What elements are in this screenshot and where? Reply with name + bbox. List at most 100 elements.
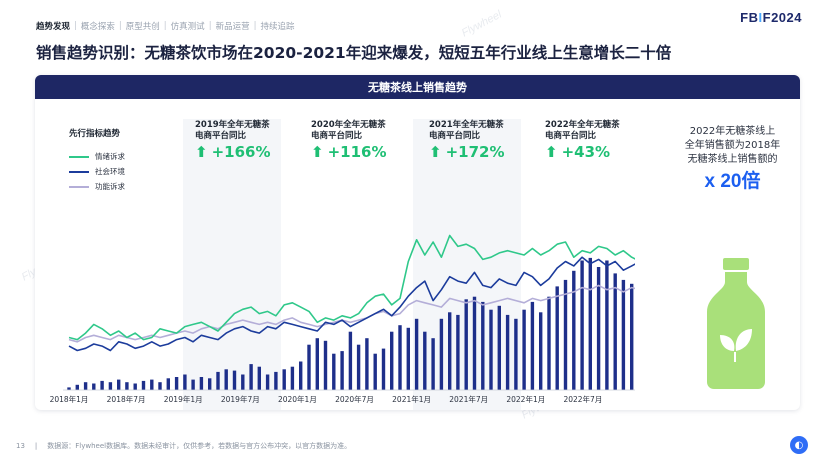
sales-bar xyxy=(348,331,353,390)
stat-growth: ⬆ +116% xyxy=(311,145,387,160)
stat-growth: ⬆ +43% xyxy=(545,143,620,161)
sales-bar xyxy=(555,286,559,390)
sales-bar xyxy=(299,361,303,390)
tea-bottle-icon xyxy=(707,258,765,389)
sales-bar xyxy=(489,309,493,390)
sales-bar xyxy=(224,369,228,390)
breadcrumb-item[interactable]: 仿真测试 xyxy=(170,22,205,32)
sales-bar xyxy=(596,267,601,390)
stat-label: 2022年全年无糖茶 xyxy=(545,120,620,130)
sales-bar xyxy=(282,369,286,390)
corner-brand-icon: ◐ xyxy=(790,436,808,454)
x-tick-label: 2021年7月 xyxy=(449,394,488,404)
sales-bar xyxy=(92,383,96,390)
sales-bar xyxy=(547,296,551,390)
sales-bar xyxy=(621,279,626,390)
sales-bar xyxy=(141,380,146,390)
sales-bar xyxy=(191,379,195,390)
sales-bar xyxy=(472,296,477,390)
sales-bar xyxy=(249,364,253,390)
sales-bar xyxy=(572,270,576,390)
legend-swatch xyxy=(69,155,89,158)
breadcrumb-item[interactable]: 新品运营 xyxy=(215,22,250,32)
sales-bar xyxy=(630,283,634,390)
logo-part: I xyxy=(758,10,763,25)
sales-bar xyxy=(257,366,261,390)
x-tick-label: 2020年1月 xyxy=(278,394,317,404)
breadcrumb-item[interactable]: 持续追踪 xyxy=(260,22,295,32)
up-arrow-icon: ⬆ xyxy=(429,143,442,161)
sales-bar xyxy=(307,344,311,390)
sales-bar xyxy=(265,374,270,390)
summary-multiplier: x 20倍 xyxy=(704,171,761,192)
summary-line: 2022年无糖茶线上 xyxy=(689,126,776,137)
sales-bar xyxy=(232,370,237,390)
yoy-stat-2021: 2021年全年无糖茶 电商平台同比 ⬆ +172% xyxy=(429,120,505,161)
sales-bar xyxy=(100,380,104,390)
x-tick-label: 2021年1月 xyxy=(392,394,431,404)
sales-bar xyxy=(117,379,121,390)
panel-header: 无糖茶线上销售趋势 xyxy=(35,75,800,99)
brand-logo: FBIF2024 xyxy=(740,10,802,25)
breadcrumb-item[interactable]: 趋势发现 xyxy=(36,22,71,32)
sales-bar xyxy=(373,353,377,390)
x-tick-label: 2020年7月 xyxy=(335,394,374,404)
sales-bar xyxy=(398,325,402,390)
legend-label: 情绪诉求 xyxy=(95,152,125,161)
breadcrumb: 趋势发现 | 概念探索 | 原型共创 | 仿真测试 | 新品运营 | 持续追踪 xyxy=(36,21,295,32)
x-tick-label: 2018年7月 xyxy=(107,394,146,404)
page-title: 销售趋势识别：无糖茶饮市场在2020-2021年迎来爆发，短短五年行业线上生意增… xyxy=(36,44,672,62)
stat-growth: ⬆ +172% xyxy=(429,143,505,161)
sales-bar xyxy=(497,305,501,390)
sales-bar xyxy=(315,338,319,390)
sales-bar xyxy=(456,314,460,390)
legend-label: 功能诉求 xyxy=(95,182,125,191)
sales-bar xyxy=(166,378,170,390)
growth-summary: 2022年无糖茶线上 全年销售额为2018年 无糖茶线上销售额的 x 20倍 xyxy=(675,125,790,192)
sales-bar xyxy=(356,344,361,390)
legend-item: 情绪诉求 xyxy=(69,151,125,162)
divider: | xyxy=(34,442,38,450)
sales-bar xyxy=(183,374,187,390)
chart-panel: 无糖茶线上销售趋势 2018年1月 2018年7月 2019年1月 2019年7月 20… xyxy=(35,75,800,410)
sales-bar xyxy=(323,340,328,390)
sales-bar xyxy=(431,338,435,390)
sales-bar xyxy=(150,379,154,390)
summary-line: 全年销售额为2018年 xyxy=(684,140,781,151)
legend-item: 社会环境 xyxy=(69,166,125,177)
sales-bar xyxy=(539,312,543,390)
sales-bar xyxy=(522,309,526,390)
stat-label: 2019年全年无糖茶 xyxy=(195,120,270,130)
stat-growth-value: +172% xyxy=(445,143,505,161)
breadcrumb-item[interactable]: 原型共创 xyxy=(125,22,160,32)
yoy-stat-2019: 2019年全年无糖茶 电商平台同比 ⬆ +166% xyxy=(195,120,271,160)
sales-bar xyxy=(414,318,419,390)
sales-bar xyxy=(580,260,584,390)
stat-label: 2021年全年无糖茶 xyxy=(429,120,504,130)
legend-swatch xyxy=(69,185,89,188)
period-shade xyxy=(183,119,281,410)
sales-bar xyxy=(75,384,79,390)
sales-bar xyxy=(174,377,179,390)
breadcrumb-item[interactable]: 概念探索 xyxy=(80,22,115,32)
legend-item: 功能诉求 xyxy=(69,181,125,192)
sales-bar xyxy=(125,382,129,390)
up-arrow-icon: ⬆ xyxy=(545,143,558,161)
sales-bar xyxy=(505,314,510,390)
sales-bar xyxy=(423,331,427,390)
footer: 13 | 数据源：Flywheel数据库。数据未经审计，仅供参考，若数据与官方公… xyxy=(16,441,351,451)
logo-part: F2024 xyxy=(762,10,802,25)
yoy-stat-2020: 2020年全年无糖茶 电商平台同比 ⬆ +116% xyxy=(311,120,387,160)
sales-bar xyxy=(406,327,410,390)
sales-bar xyxy=(514,318,518,390)
sales-bar xyxy=(133,383,137,390)
sales-bar xyxy=(439,318,444,390)
sales-bar xyxy=(605,260,609,390)
sales-bar xyxy=(588,257,592,390)
trend-line-1 xyxy=(68,234,635,341)
sales-bar xyxy=(530,301,535,390)
chart-legend: 先行指标趋势 情绪诉求 社会环境 功能诉求 xyxy=(69,127,125,196)
stat-label: 电商平台同比 xyxy=(429,131,481,141)
watermark: Flywheel xyxy=(459,8,504,40)
sales-bar xyxy=(563,279,568,390)
